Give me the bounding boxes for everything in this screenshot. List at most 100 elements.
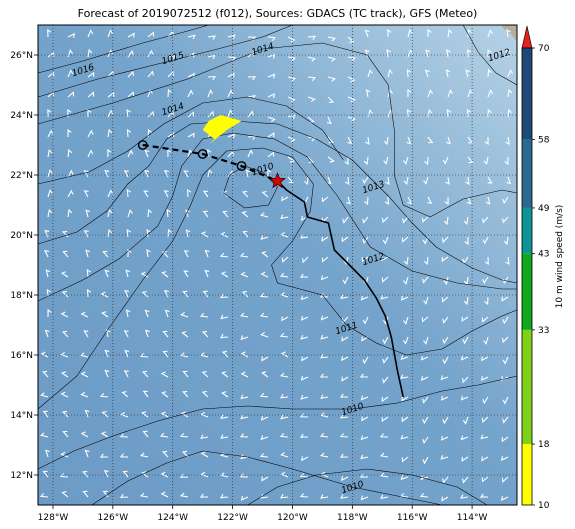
wind-barb [220,314,229,320]
wind-barb [441,296,449,303]
wind-barb [39,493,49,498]
wind-barb [502,416,509,424]
wind-barb [326,176,332,185]
wind-barb [259,293,269,298]
isobar-line [38,120,517,284]
wind-barb [403,316,409,325]
wind-barb [60,311,69,318]
wind-barb [460,395,469,401]
wind-barb [481,316,489,323]
wind-barb [167,88,172,98]
wind-barb [182,290,189,298]
forecast-point-marker[interactable] [197,149,208,159]
wind-barb [362,216,369,224]
wind-barb [420,475,429,481]
wind-barb [320,494,329,499]
wind-barb [267,151,275,158]
map-frame [37,24,518,506]
wind-barb [344,156,349,166]
y-tick-label: 16°N [10,351,33,361]
wind-barb [222,210,229,218]
wind-barb [261,371,269,378]
wind-barb [139,353,149,358]
wind-barb [384,196,390,206]
isobar-lines: 1016101510141014101310121012101110101010… [38,25,517,505]
wind-barb [124,349,130,358]
wind-barb [479,493,489,498]
wind-barb [127,91,135,98]
wind-barb [307,76,317,82]
wind-barb [261,190,269,198]
wind-barb [85,209,91,218]
wind-barb [204,249,210,258]
wind-barb [481,416,489,423]
wind-barb [83,330,89,338]
wind-barb [46,289,52,298]
wind-barb [326,116,332,125]
wind-barb [481,456,489,462]
wind-barb [60,371,69,378]
map-title: Forecast of 2019072512 (f012), Sources: … [77,7,478,20]
wind-barb [185,229,191,238]
wind-barb [382,376,389,384]
wind-barb [227,34,236,40]
wind-barb [319,373,329,378]
wind-barb [447,28,453,38]
map-panel[interactable]: 1016101510141014101310121012101110101010… [38,25,517,505]
wind-barb [200,434,209,440]
wind-barb [127,248,132,258]
wind-barb [319,432,329,438]
wind-barb [87,91,95,98]
wind-barb [227,109,234,118]
wind-barb [201,370,209,378]
wind-barb [504,156,509,166]
wind-barb [280,351,289,358]
wind-barb [107,228,113,238]
wind-barb [239,252,249,258]
wind-barb [163,290,169,298]
wind-barb [387,69,393,78]
wind-barb [119,453,129,458]
wind-barb [347,136,353,144]
colorbar-tick-label: 43 [538,250,549,260]
wind-barb [299,273,309,278]
wind-barb [240,394,249,400]
wind-barb [267,132,275,138]
wind-barb [80,371,89,378]
wind-barb [187,89,194,98]
wind-barb [320,394,329,400]
wind-barb [505,256,510,265]
wind-barb [259,312,269,318]
wind-barb [403,156,409,165]
wind-barb [360,435,369,441]
wind-barb [360,295,369,301]
wind-barb [67,128,72,138]
wind-barb [341,476,349,482]
forecast-point-marker[interactable] [137,140,148,150]
wind-barb [247,110,254,118]
wind-barb [240,414,249,420]
wind-barb [260,235,269,240]
wind-barb [47,208,53,218]
wind-barb [240,371,249,378]
wind-barb [287,176,294,184]
wind-barb [299,473,309,478]
wind-barb [487,108,492,118]
past-track-line [276,180,404,398]
wind-barb [484,296,489,306]
wind-barb [44,449,50,458]
wind-barb [141,370,149,378]
wind-barb [364,29,370,38]
wind-barb [442,476,449,484]
wind-barb [84,409,90,418]
wind-barb [207,54,216,60]
wind-barb [187,34,196,40]
forecast-point-marker[interactable] [236,161,247,171]
wind-barb [187,149,193,158]
current-position-star[interactable] [269,172,286,189]
wind-barb [407,29,413,38]
wind-barb [385,176,390,185]
wind-barb [327,96,335,104]
wind-barb [505,136,510,145]
wind-barb [442,316,449,324]
